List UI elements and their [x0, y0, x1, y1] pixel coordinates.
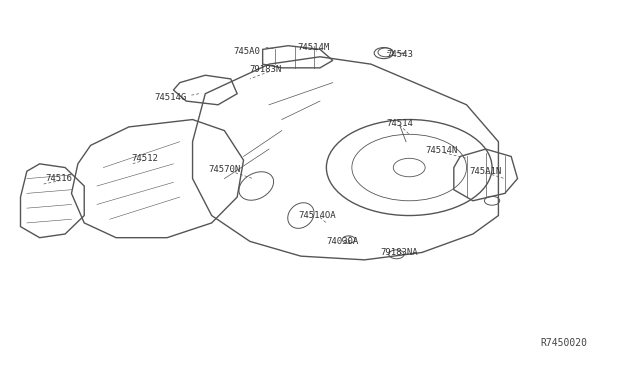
Text: 74570N: 74570N [208, 165, 241, 174]
Text: 74514G: 74514G [154, 93, 186, 102]
Text: 74514: 74514 [386, 119, 413, 128]
Text: 74512: 74512 [131, 154, 158, 163]
Text: 74514OA: 74514OA [298, 211, 335, 220]
Text: 74516: 74516 [45, 174, 72, 183]
Text: 74514M: 74514M [298, 43, 330, 52]
Text: 79183NA: 79183NA [381, 248, 419, 257]
Text: 74514N: 74514N [425, 147, 457, 155]
Text: 745A0: 745A0 [234, 47, 260, 56]
Text: R7450020: R7450020 [541, 339, 588, 349]
Text: 74030A: 74030A [326, 237, 358, 246]
Text: 745A1N: 745A1N [470, 167, 502, 176]
Text: 74543: 74543 [386, 51, 413, 60]
Text: 79183N: 79183N [250, 65, 282, 74]
